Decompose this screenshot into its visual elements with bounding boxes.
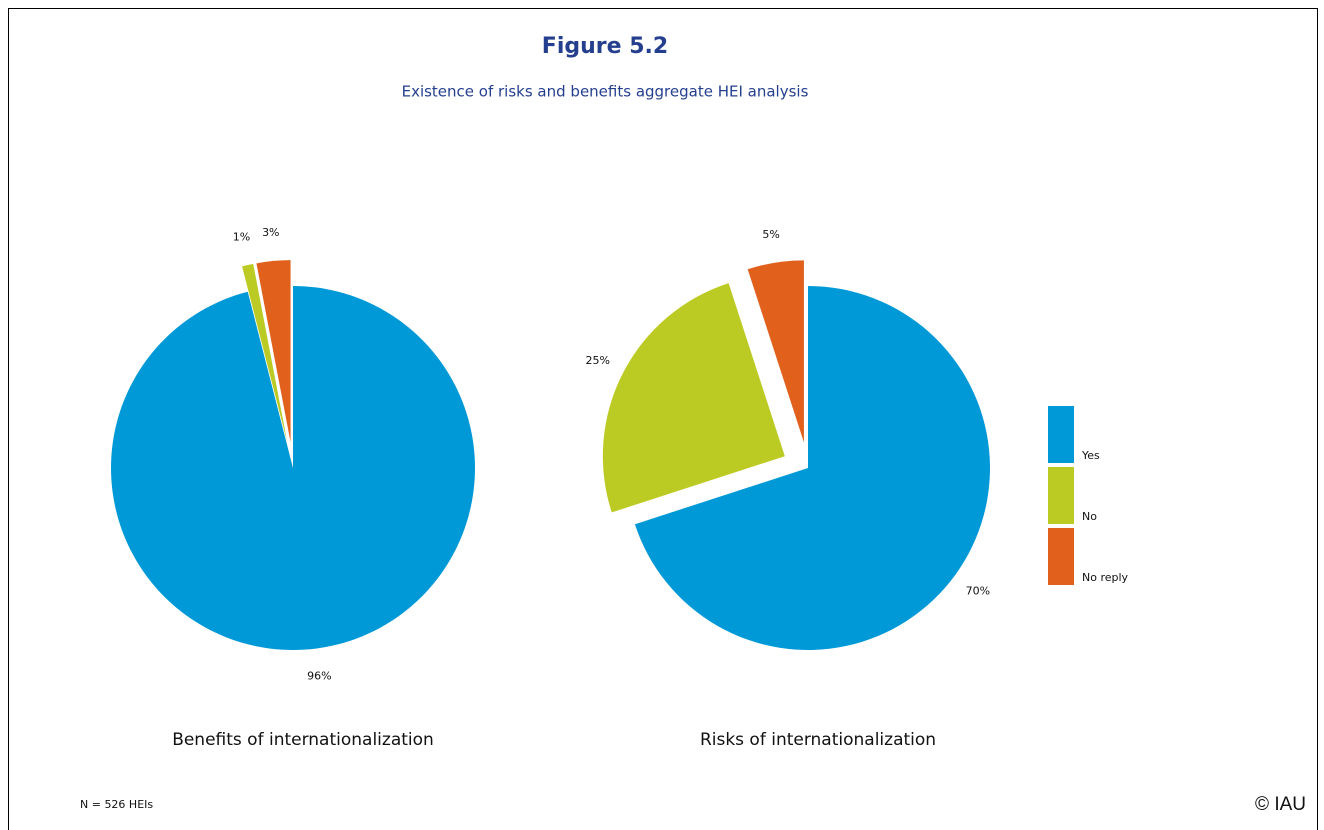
credit: © IAU [1255, 794, 1306, 815]
legend-label: No reply [1082, 571, 1129, 584]
note: N = 526 HEIs [80, 798, 153, 811]
pie-caption: Risks of internationalization [700, 730, 936, 750]
data-label: 96% [307, 669, 331, 682]
pie-slice [110, 286, 476, 650]
legend-swatch [1048, 406, 1074, 463]
data-label: 70% [966, 584, 990, 597]
legend-label: Yes [1081, 449, 1100, 462]
legend-swatch [1048, 528, 1074, 585]
data-label: 5% [762, 228, 779, 241]
title: Figure 5.2 [542, 34, 668, 59]
pie-slice [602, 283, 785, 513]
frame [8, 8, 1318, 830]
data-label: 25% [585, 354, 609, 367]
legend-label: No [1082, 510, 1097, 523]
pie-slice [747, 260, 804, 443]
data-label: 3% [262, 226, 279, 239]
pie-caption: Benefits of internationalization [172, 730, 434, 750]
data-label: 1% [233, 231, 250, 244]
legend-swatch [1048, 467, 1074, 524]
pie-slice [242, 263, 288, 443]
subtitle: Existence of risks and benefits aggregat… [402, 83, 809, 101]
pie-slice [634, 286, 990, 650]
pie-slice [256, 260, 291, 443]
